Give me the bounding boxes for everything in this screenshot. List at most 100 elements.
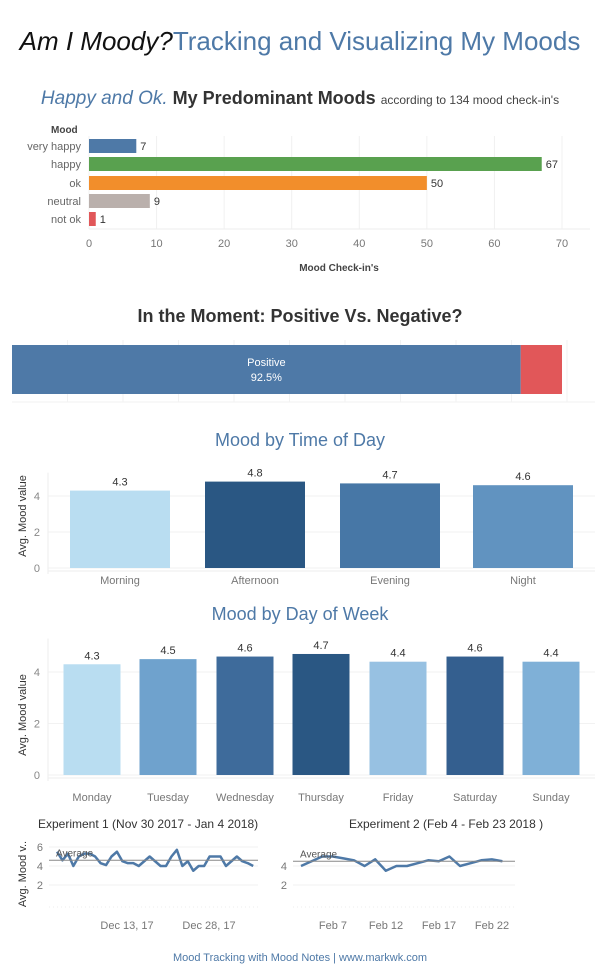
data-label: 4.7 xyxy=(313,640,328,652)
footer-credit[interactable]: Mood Tracking with Mood Notes | www.mark… xyxy=(172,952,428,964)
category-label: Evening xyxy=(370,575,410,587)
experiment2-name: Experiment 2 xyxy=(349,817,420,831)
data-label: 4.4 xyxy=(543,648,558,660)
bar-very-happy xyxy=(89,139,137,153)
data-label: 4.4 xyxy=(390,648,405,660)
bar-friday xyxy=(369,661,427,775)
category-label: ok xyxy=(69,178,81,190)
data-label: 1 xyxy=(100,214,106,226)
x-tick-label: Dec 28, 17 xyxy=(182,920,235,932)
bar-positive xyxy=(12,345,521,394)
category-label: Monday xyxy=(72,792,112,804)
data-label: 9 xyxy=(154,196,160,208)
data-label: 4.5 xyxy=(160,645,175,657)
category-label: neutral xyxy=(47,196,81,208)
bar-sunday xyxy=(522,661,580,775)
bar-not-ok xyxy=(89,212,96,226)
category-label: Wednesday xyxy=(216,792,274,804)
mood-chart-title: Happy and Ok. My Predominant Moods accor… xyxy=(0,88,600,110)
experiment2-title: Experiment 2 (Feb 4 - Feb 23 2018 ) xyxy=(349,817,543,831)
x-tick-label: Feb 17 xyxy=(422,920,456,932)
data-label: 4.7 xyxy=(382,469,397,481)
y-axis-title: Avg. Mood value xyxy=(17,674,29,756)
y-tick-label: 2 xyxy=(37,880,43,892)
y-axis-title: Avg. Mood v.. xyxy=(17,841,29,907)
segment-name: Positive xyxy=(247,357,286,369)
y-tick-label: 4 xyxy=(34,667,40,679)
x-tick-label: 30 xyxy=(286,238,298,250)
subtitle-note: according to 134 mood check-in's xyxy=(380,93,560,107)
y-tick-label: 4 xyxy=(37,861,43,873)
title-main: Tracking and Visualizing My Moods xyxy=(172,26,581,56)
subtitle-main: My Predominant Moods xyxy=(172,88,376,108)
bar-tuesday xyxy=(139,659,197,775)
title-question: Am I Moody? xyxy=(19,26,173,56)
x-tick-label: 10 xyxy=(150,238,162,250)
x-tick-label: 40 xyxy=(353,238,365,250)
category-label: not ok xyxy=(51,214,81,226)
subtitle-highlight: Happy and Ok. xyxy=(40,88,168,109)
data-label: 50 xyxy=(431,178,443,190)
y-tick-label: 6 xyxy=(37,842,43,854)
average-label: Average xyxy=(300,849,338,860)
y-tick-label: 4 xyxy=(281,861,287,873)
data-label: 4.6 xyxy=(467,643,482,655)
experiment1-dates: (Nov 30 2017 - Jan 4 2018) xyxy=(112,817,259,831)
page-title: Am I Moody?Tracking and Visualizing My M… xyxy=(0,26,600,57)
y-axis-title: Avg. Mood value xyxy=(17,475,29,557)
x-tick-label: Feb 12 xyxy=(369,920,403,932)
x-tick-label: Feb 22 xyxy=(475,920,509,932)
bar-neutral xyxy=(89,194,150,208)
x-tick-label: 60 xyxy=(488,238,500,250)
y-tick-label: 0 xyxy=(34,770,40,782)
bar-thursday xyxy=(292,653,350,775)
category-label: Night xyxy=(510,575,536,587)
experiment2-dates: (Feb 4 - Feb 23 2018 ) xyxy=(423,817,544,831)
data-label: 4.6 xyxy=(237,643,252,655)
x-tick-label: 50 xyxy=(421,238,433,250)
category-label: Thursday xyxy=(298,792,344,804)
bar-afternoon xyxy=(205,481,305,568)
y-axis-title: Mood xyxy=(51,125,78,136)
data-label: 4.6 xyxy=(515,471,530,483)
category-label: Saturday xyxy=(453,792,498,804)
data-label: 4.3 xyxy=(112,477,127,489)
bar-morning xyxy=(70,490,170,568)
y-tick-label: 4 xyxy=(34,491,40,503)
x-tick-label: Feb 7 xyxy=(319,920,347,932)
segment-value: 92.5% xyxy=(251,372,282,384)
bar-saturday xyxy=(446,656,504,775)
y-tick-label: 2 xyxy=(34,719,40,731)
bar-happy xyxy=(89,157,542,171)
x-tick-label: Dec 13, 17 xyxy=(100,920,153,932)
positive-negative-title: In the Moment: Positive Vs. Negative? xyxy=(137,306,463,326)
bar-night xyxy=(473,485,573,568)
mood-line xyxy=(300,855,503,872)
category-label: Morning xyxy=(100,575,140,587)
category-label: Friday xyxy=(383,792,414,804)
category-label: Afternoon xyxy=(231,575,279,587)
y-tick-label: 2 xyxy=(34,527,40,539)
bar-ok xyxy=(89,176,427,190)
average-label: Average xyxy=(56,848,94,859)
data-label: 4.8 xyxy=(247,468,262,480)
y-tick-label: 0 xyxy=(34,563,40,575)
category-label: Tuesday xyxy=(147,792,189,804)
category-label: happy xyxy=(51,159,81,171)
y-tick-label: 2 xyxy=(281,880,287,892)
bar-monday xyxy=(63,664,121,775)
bar-wednesday xyxy=(216,656,274,775)
data-label: 7 xyxy=(140,141,146,153)
bar-evening xyxy=(340,483,440,568)
x-axis-title: Mood Check-in's xyxy=(299,263,379,274)
experiment1-title: Experiment 1 (Nov 30 2017 - Jan 4 2018) xyxy=(38,817,258,831)
x-tick-label: 0 xyxy=(86,238,92,250)
bar-negative xyxy=(520,345,562,394)
category-label: very happy xyxy=(27,141,81,153)
time-of-day-title: Mood by Time of Day xyxy=(214,430,386,450)
category-label: Sunday xyxy=(532,792,570,804)
mood-line xyxy=(55,848,254,872)
data-label: 67 xyxy=(546,159,558,171)
x-tick-label: 70 xyxy=(556,238,568,250)
